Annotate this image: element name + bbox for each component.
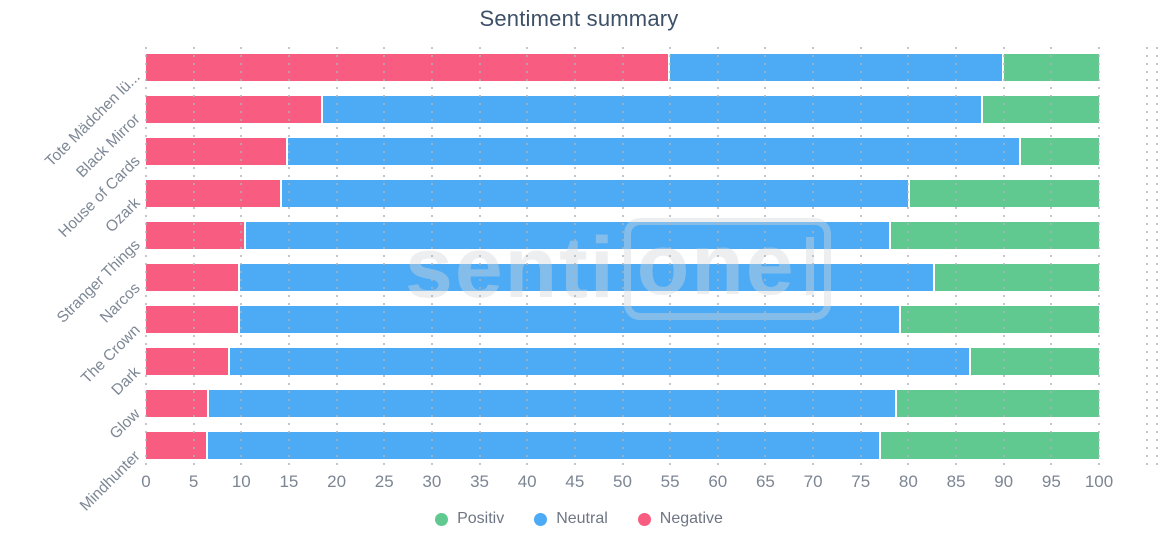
bar-segment-neutral[interactable] — [286, 137, 1019, 165]
bar-row — [146, 95, 1099, 123]
x-tick-label: 60 — [708, 472, 728, 491]
bar-segment-positiv[interactable] — [895, 390, 1099, 418]
legend-dot-icon — [435, 512, 449, 526]
bar-row — [146, 348, 1099, 376]
x-tick-label: 15 — [279, 472, 299, 491]
x-tick-label: 95 — [1041, 472, 1061, 491]
x-tick-label: 75 — [851, 472, 871, 491]
bar-row — [146, 53, 1099, 81]
bar-segment-positiv[interactable] — [908, 179, 1099, 207]
bar-segment-positiv[interactable] — [889, 221, 1099, 249]
bar-row — [146, 221, 1099, 249]
legend-label: Positiv — [457, 510, 505, 527]
x-tick-label: 50 — [613, 472, 632, 491]
bar-row — [146, 137, 1099, 165]
bar-segment-negative[interactable] — [146, 348, 228, 376]
x-tick-label: 100 — [1084, 472, 1114, 491]
bar-segment-neutral[interactable] — [238, 306, 899, 334]
x-tick-label: 55 — [660, 472, 680, 491]
chart-title: Sentiment summary — [479, 6, 679, 31]
x-tick-label: 0 — [141, 472, 151, 491]
bar-segment-neutral[interactable] — [238, 264, 934, 291]
bar-segment-negative[interactable] — [146, 306, 239, 334]
x-tick-label: 10 — [231, 472, 251, 491]
bar-segment-positiv[interactable] — [878, 432, 1099, 460]
bar-segment-positiv[interactable] — [969, 348, 1099, 376]
bar-row — [146, 179, 1099, 207]
bar-segment-negative[interactable] — [146, 95, 322, 123]
x-tick-label: 20 — [327, 472, 347, 491]
bar-segment-positiv[interactable] — [1018, 137, 1099, 165]
bar-segment-neutral[interactable] — [227, 348, 970, 376]
x-tick-label: 80 — [898, 472, 918, 491]
chart-legend: Positiv Neutral Negative — [0, 510, 1158, 528]
bar-row — [146, 306, 1099, 334]
legend-item-negative[interactable]: Negative — [637, 510, 723, 528]
bar-segment-negative[interactable] — [146, 179, 281, 207]
x-tick-label: 85 — [946, 472, 966, 491]
bar-segment-negative[interactable] — [146, 264, 239, 291]
bar-row — [146, 264, 1099, 291]
bar-row — [146, 432, 1099, 460]
legend-label: Negative — [659, 510, 723, 527]
legend-dot-icon — [637, 512, 651, 526]
bar-segment-positiv[interactable] — [980, 95, 1099, 123]
x-tick-label: 70 — [803, 472, 823, 491]
bar-segment-negative[interactable] — [146, 53, 669, 81]
legend-item-neutral[interactable]: Neutral — [534, 510, 608, 528]
x-tick-label: 90 — [994, 472, 1014, 491]
x-tick-label: 40 — [517, 472, 537, 491]
bar-segment-positiv[interactable] — [898, 306, 1099, 334]
bar-segment-neutral[interactable] — [206, 390, 896, 418]
bar-segment-positiv[interactable] — [1001, 53, 1099, 81]
x-tick-label: 5 — [188, 472, 199, 491]
next-chart-gridline — [1146, 47, 1148, 469]
bar-segment-neutral[interactable] — [206, 432, 879, 460]
x-tick-label: 25 — [374, 472, 394, 491]
bar-segment-neutral[interactable] — [321, 95, 981, 123]
x-tick-label: 30 — [422, 472, 442, 491]
bar-segment-neutral[interactable] — [668, 53, 1002, 81]
bar-segment-negative[interactable] — [146, 137, 287, 165]
bar-segment-negative[interactable] — [146, 432, 207, 460]
bar-segment-neutral[interactable] — [244, 221, 890, 249]
bar-row — [146, 390, 1099, 418]
bar-segment-negative[interactable] — [146, 390, 207, 418]
x-tick-label: 65 — [755, 472, 775, 491]
legend-dot-icon — [534, 512, 548, 526]
bar-segment-negative[interactable] — [146, 221, 245, 249]
bar-segment-neutral[interactable] — [280, 179, 909, 207]
bar-segment-positiv[interactable] — [933, 264, 1099, 291]
x-tick-label: 45 — [565, 472, 585, 491]
x-tick-label: 35 — [470, 472, 489, 491]
legend-item-positiv[interactable]: Positiv — [435, 510, 504, 528]
legend-label: Neutral — [556, 510, 608, 527]
